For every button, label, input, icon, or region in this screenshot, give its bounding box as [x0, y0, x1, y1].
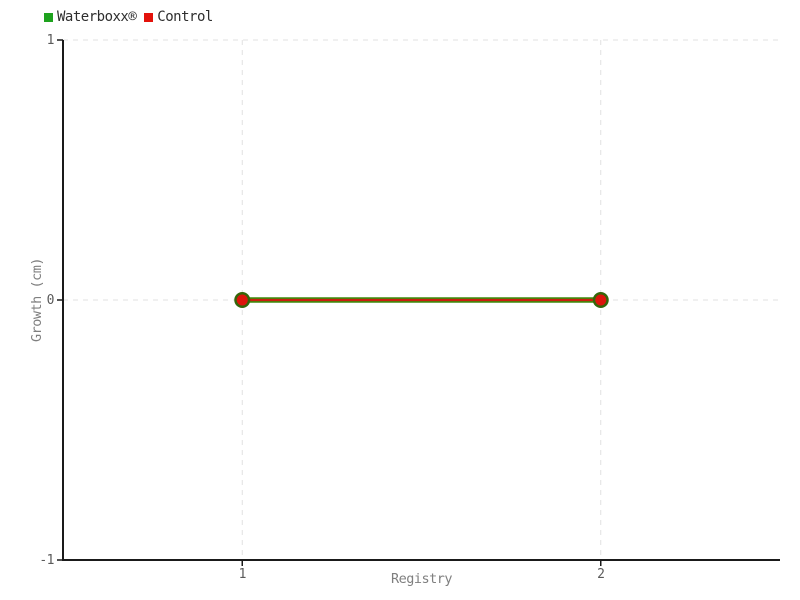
control-swatch-icon [144, 12, 154, 22]
legend-item-waterboxx[interactable]: Waterboxx® [44, 9, 137, 25]
data-point-series-1 [236, 294, 248, 306]
y-tick-label: 0 [47, 293, 54, 308]
x-tick-label: 1 [239, 567, 246, 582]
waterboxx-swatch-icon [44, 12, 53, 22]
data-point-series-1 [595, 294, 607, 306]
y-axis-title: Growth (cm) [29, 258, 45, 342]
y-tick-label: -1 [39, 553, 54, 568]
legend-label-control: Control [157, 9, 213, 25]
legend-label-waterboxx: Waterboxx® [57, 9, 137, 25]
legend: Waterboxx® Control [44, 9, 213, 25]
x-tick-label: 2 [597, 567, 604, 582]
y-tick-label: 1 [47, 33, 54, 48]
legend-item-control[interactable]: Control [144, 9, 213, 25]
x-axis-title: Registry [391, 571, 452, 587]
